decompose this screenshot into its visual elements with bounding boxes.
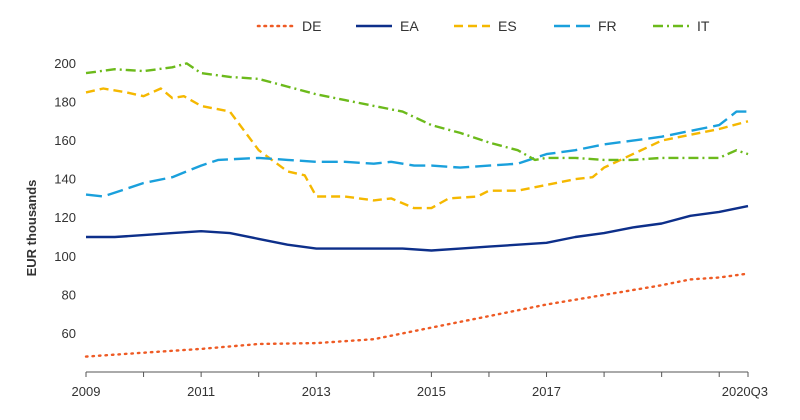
y-tick-label: 200	[54, 56, 76, 71]
legend-label-it: IT	[697, 18, 710, 34]
x-tick-label: 2011	[187, 384, 215, 399]
x-tick-label: 2015	[417, 384, 446, 399]
series-line-it	[85, 62, 749, 162]
series-line-ea	[86, 204, 749, 252]
series-lines	[84, 62, 750, 358]
y-tick-label: 160	[54, 133, 76, 148]
legend: DE EA ES FR IT	[256, 18, 710, 34]
series-line-de	[84, 272, 750, 358]
x-tick-label: 2013	[302, 384, 331, 399]
legend-label-fr: FR	[598, 18, 617, 34]
series-line-fr	[85, 110, 748, 198]
x-axis: 2009 2011 2013 2015 2017 2020Q3	[72, 371, 768, 399]
legend-label-de: DE	[302, 18, 321, 34]
legend-label-es: ES	[498, 18, 517, 34]
x-tick-label: 2020Q3	[722, 384, 768, 399]
y-tick-label: 120	[54, 210, 76, 225]
y-axis-label: EUR thousands	[24, 180, 39, 277]
legend-label-ea: EA	[400, 18, 419, 34]
y-tick-label: 80	[62, 287, 76, 302]
y-tick-label: 180	[54, 95, 76, 110]
y-tick-label: 100	[54, 249, 76, 264]
y-tick-label: 60	[62, 326, 76, 341]
series-line-es	[85, 87, 749, 210]
y-axis-ticks: 60 80 100 120 140 160 180 200	[54, 56, 76, 341]
y-tick-label: 140	[54, 172, 76, 187]
x-tick-label: 2009	[72, 384, 101, 399]
x-tick-label: 2017	[532, 384, 561, 399]
